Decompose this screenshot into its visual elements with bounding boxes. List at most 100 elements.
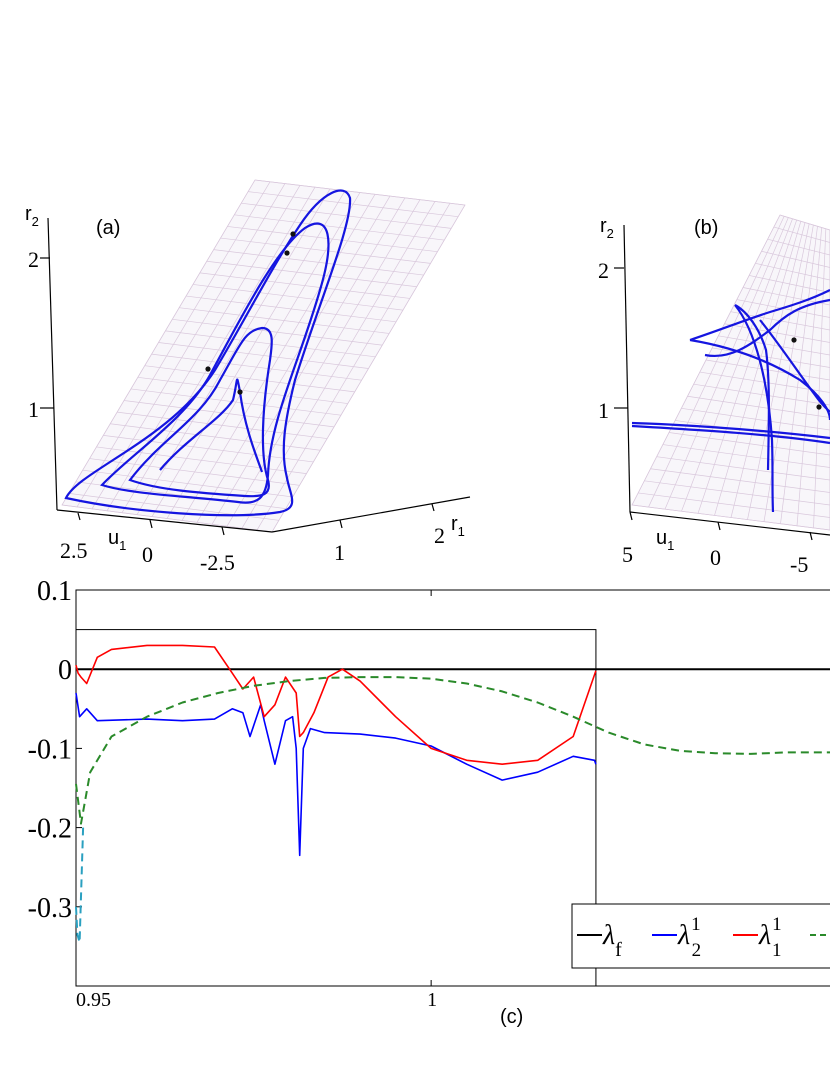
grid-line	[192, 284, 404, 311]
grid-line	[151, 353, 362, 381]
panel-b-u1-tick-m5: -5	[790, 552, 808, 577]
panel-a-u1-tick-0: 0	[142, 542, 153, 567]
series-lambda-cyan	[75, 827, 85, 944]
y-tick-label: -0.1	[28, 734, 72, 765]
legend-label-lambda-f: λf	[602, 920, 622, 961]
grid-line	[631, 504, 830, 531]
grid-line	[137, 376, 348, 404]
grid-line	[61, 504, 273, 533]
panel-b-grid-plane	[631, 214, 830, 531]
panel-b-r2-tick-1: 1	[598, 398, 609, 423]
panel-a-u1-tick-25: 2.5	[60, 538, 88, 563]
grid-line	[199, 272, 410, 299]
grid-line	[755, 262, 830, 281]
legend-label-lambda-2-1: λ1 2	[677, 914, 701, 961]
panel-a-grid-plane	[61, 179, 466, 533]
x-tick-label: 0.95	[76, 989, 111, 1011]
grid-line	[254, 179, 466, 206]
grid-line	[82, 469, 293, 498]
grid-line	[681, 407, 830, 431]
panel-c-inner-rect	[75, 629, 597, 987]
panel-b-u1-tick-0: 0	[710, 545, 721, 570]
legend: λf λ1 2 λ1 1	[571, 903, 830, 969]
panel-b-trajectory	[631, 289, 830, 513]
panel-a-trajectory	[64, 189, 352, 517]
legend-box	[571, 903, 830, 969]
panel-b-u1-label: u1	[656, 527, 674, 553]
grid-line	[123, 400, 335, 428]
grid-line	[158, 342, 369, 369]
grid-line	[779, 214, 830, 231]
grid-line	[248, 191, 459, 218]
grid-line	[172, 318, 383, 346]
panel-a-r2-tick-1: 1	[28, 397, 39, 422]
grid-line	[687, 395, 830, 418]
grid-line	[103, 435, 314, 463]
grid-line	[220, 237, 431, 264]
grid-line	[761, 250, 830, 268]
series-lambda-2-1	[75, 692, 597, 857]
panel-b-axes	[614, 224, 830, 541]
grid-line	[179, 307, 390, 334]
y-tick-label: -0.3	[28, 893, 72, 924]
grid-line	[773, 226, 830, 243]
grid-line	[718, 335, 830, 356]
grid-line	[227, 226, 438, 253]
series-lambda-dashed	[75, 676, 830, 825]
grid-line	[662, 444, 830, 468]
grid-line	[693, 383, 830, 406]
series-lambda-1-1	[75, 644, 597, 766]
grid-line	[186, 295, 397, 323]
grid-line	[96, 446, 307, 474]
grid-line	[110, 423, 321, 451]
grid-line	[234, 214, 445, 241]
grid-line	[206, 260, 417, 288]
legend-item-lambda-2-1: λ1 2	[652, 914, 701, 961]
grid-line	[75, 481, 286, 509]
panel-a-u1-tick-m25: -2.5	[200, 550, 235, 575]
grid-line	[767, 238, 830, 256]
panel-b-r2-tick-2: 2	[598, 258, 609, 283]
panel-b-label: (b)	[694, 217, 718, 239]
panel-a-r2-tick-2: 2	[28, 247, 39, 272]
grid-line	[241, 202, 452, 229]
legend-item-lambda-1-1: λ1 1	[733, 914, 781, 961]
panel-a-u1-label: u1	[108, 527, 126, 553]
grid-line	[117, 411, 328, 439]
panel-a-r2-label: r2	[25, 203, 39, 229]
panel-c: 0.1 0 -0.1 -0.2 -0.3 0.95 1 λf λ1 2 λ1 1 (c)	[28, 576, 830, 1028]
panel-b-points	[791, 337, 822, 410]
panel-c-x-ticks: 0.95 1	[75, 590, 437, 1011]
y-tick-label: -0.2	[28, 814, 72, 845]
legend-item-lambda-f: λf	[577, 920, 622, 961]
grid-line	[165, 330, 376, 358]
panel-a-r1-label: r1	[451, 513, 465, 539]
panel-c-y-ticks: 0.1 0 -0.1 -0.2 -0.3	[28, 576, 82, 924]
grid-line	[644, 480, 830, 506]
grid-line	[656, 456, 830, 481]
grid-line	[650, 468, 830, 493]
panel-a-r1-tick-1: 1	[334, 540, 345, 565]
panel-b: (b) r2 2 1 u1 5 0 -5	[598, 214, 830, 577]
grid-line	[144, 365, 355, 393]
grid-line	[712, 347, 830, 368]
grid-line	[668, 432, 830, 456]
panel-c-series	[75, 644, 830, 944]
grid-line	[638, 492, 830, 518]
panel-a-axes	[40, 217, 471, 536]
grid-line	[213, 249, 424, 276]
panel-b-u1-tick-5: 5	[622, 542, 633, 567]
x-tick-label: 1	[427, 989, 437, 1011]
panel-a-label: (a)	[96, 217, 120, 239]
panel-a-points	[205, 231, 296, 395]
y-tick-label: 0	[58, 655, 72, 686]
grid-line	[749, 275, 830, 293]
grid-line	[724, 323, 830, 343]
legend-label-lambda-1-1: λ1 1	[758, 914, 781, 961]
grid-line	[130, 388, 341, 416]
panel-a: (a) r2 2 1 u1 2.5 0 -2.5 1 2 r1	[25, 179, 471, 575]
y-tick-label: 0.1	[37, 576, 72, 607]
panel-a-r1-tick-2: 2	[434, 523, 445, 548]
panel-c-label: (c)	[500, 1006, 523, 1028]
